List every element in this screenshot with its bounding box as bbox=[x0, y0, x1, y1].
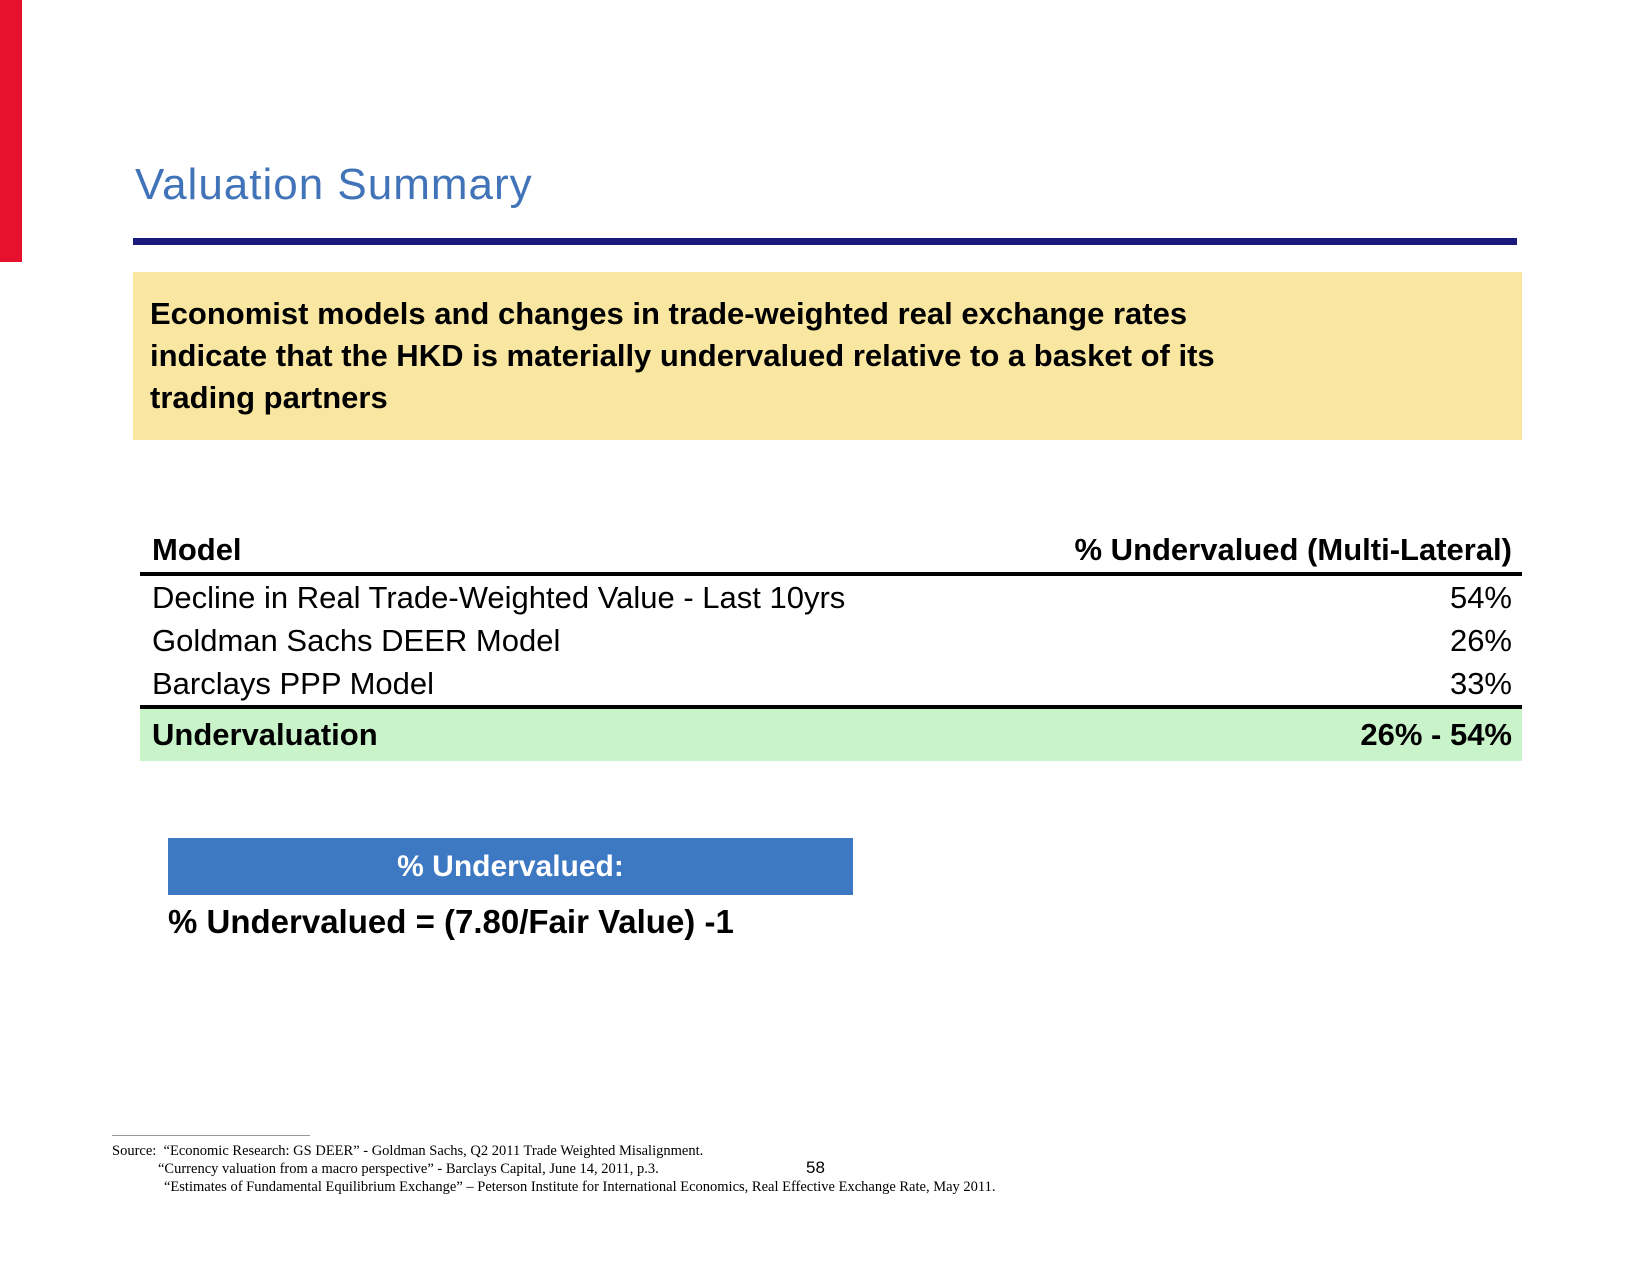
model-cell: Goldman Sachs DEER Model bbox=[152, 623, 561, 658]
table-body: Decline in Real Trade-Weighted Value - L… bbox=[140, 576, 1522, 709]
valuation-table: Model % Undervalued (Multi-Lateral) Decl… bbox=[140, 532, 1522, 761]
column-header-model: Model bbox=[152, 532, 242, 567]
table-row: Goldman Sachs DEER Model 26% bbox=[140, 619, 1522, 662]
key-message-line: Economist models and changes in trade-we… bbox=[150, 296, 1188, 331]
undervalued-banner: % Undervalued: bbox=[168, 838, 853, 895]
table-row: Decline in Real Trade-Weighted Value - L… bbox=[140, 576, 1522, 619]
source-line: Source: “Economic Research: GS DEER” - G… bbox=[112, 1142, 996, 1160]
source-line: “Currency valuation from a macro perspec… bbox=[158, 1161, 659, 1177]
title-divider-rule bbox=[133, 238, 1517, 245]
key-message-line: trading partners bbox=[150, 380, 388, 415]
table-summary-row: Undervaluation 26% - 54% bbox=[140, 709, 1522, 761]
table-row: Barclays PPP Model 33% bbox=[140, 662, 1522, 705]
key-message-line: indicate that the HKD is materially unde… bbox=[150, 338, 1215, 373]
page-title: Valuation Summary bbox=[135, 160, 533, 209]
source-line: “Estimates of Fundamental Equilibrium Ex… bbox=[164, 1179, 996, 1195]
slide-accent-red-bar bbox=[0, 0, 22, 262]
key-message-highlight-box: Economist models and changes in trade-we… bbox=[133, 272, 1522, 440]
source-label: Source: bbox=[112, 1143, 157, 1159]
source-text: “Economic Research: GS DEER” - Goldman S… bbox=[163, 1143, 704, 1159]
source-footnotes: Source: “Economic Research: GS DEER” - G… bbox=[112, 1142, 996, 1196]
page-number: 58 bbox=[806, 1158, 825, 1177]
column-header-undervalued: % Undervalued (Multi-Lateral) bbox=[1074, 532, 1513, 567]
summary-value-cell: 26% - 54% bbox=[1360, 717, 1512, 752]
undervalued-formula: % Undervalued = (7.80/Fair Value) -1 bbox=[168, 903, 734, 940]
footnote-divider-rule bbox=[112, 1135, 310, 1136]
value-cell: 54% bbox=[1449, 580, 1512, 615]
model-cell: Barclays PPP Model bbox=[152, 666, 434, 701]
model-cell: Decline in Real Trade-Weighted Value - L… bbox=[152, 580, 846, 615]
summary-model-cell: Undervaluation bbox=[152, 717, 378, 752]
table-header-row: Model % Undervalued (Multi-Lateral) bbox=[140, 532, 1522, 576]
value-cell: 26% bbox=[1449, 623, 1512, 658]
value-cell: 33% bbox=[1449, 666, 1512, 701]
